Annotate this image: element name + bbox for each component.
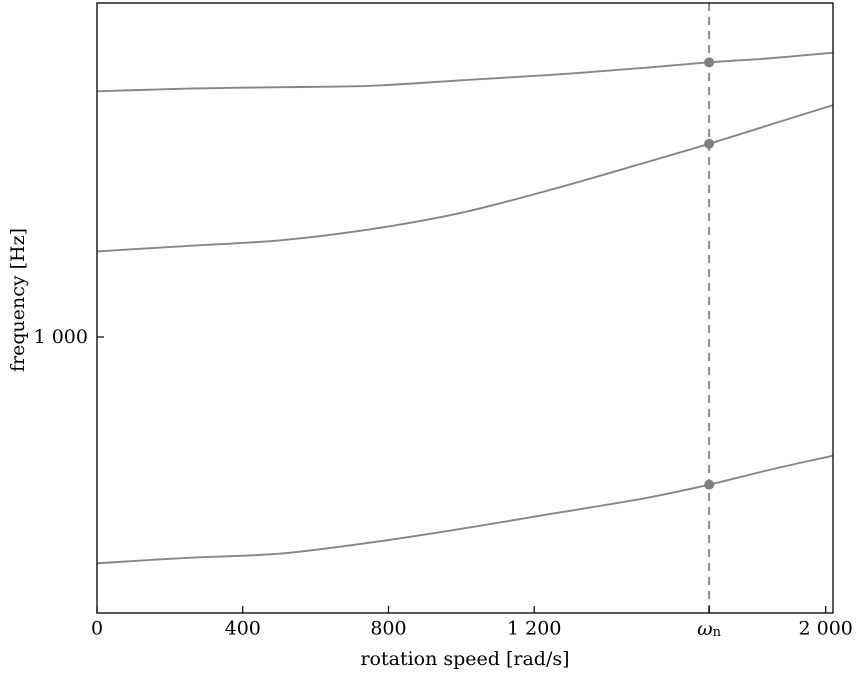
critical-speed-marker <box>704 57 715 68</box>
x-tick-label: 800 <box>370 618 406 640</box>
critical-speed-marker <box>704 138 715 149</box>
x-tick-label: 0 <box>91 618 103 640</box>
x-axis-label: rotation speed [rad/s] <box>360 648 570 670</box>
frequency-curve-middle <box>96 104 834 253</box>
x-tick-label: ωn <box>697 618 722 640</box>
critical-speed-marker <box>704 479 715 490</box>
x-tick-label: 2 000 <box>799 618 853 640</box>
x-tick-label: 1 200 <box>507 618 561 640</box>
x-tick-label: 400 <box>225 618 261 640</box>
y-tick-label: 1 000 <box>34 326 88 348</box>
frequency-curve-bottom <box>96 454 834 565</box>
axis-box <box>96 2 834 614</box>
frequency-curve-top <box>96 51 834 93</box>
y-axis-label: frequency [Hz] <box>7 227 29 373</box>
